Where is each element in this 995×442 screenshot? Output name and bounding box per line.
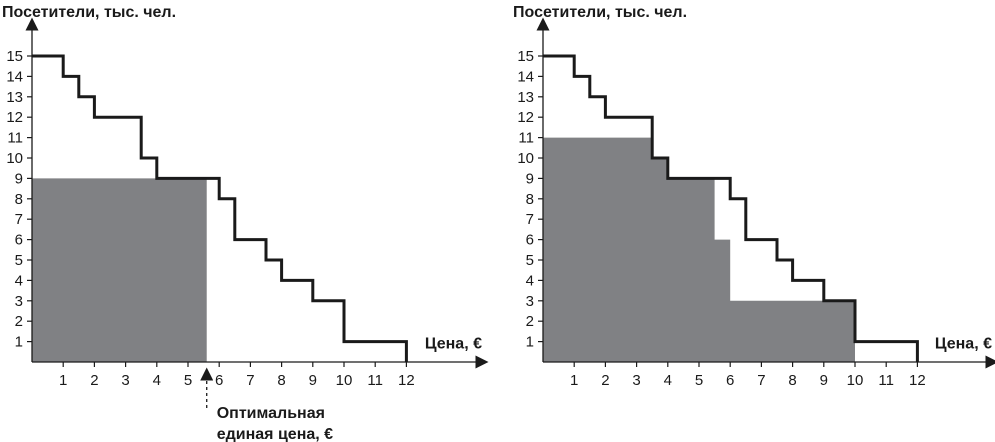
- x-tick-label: 1: [59, 372, 67, 389]
- x-tick-label: 2: [601, 372, 609, 389]
- y-tick-label: 8: [15, 191, 23, 208]
- x-tick-label: 7: [757, 372, 765, 389]
- x-tick-label: 5: [695, 372, 703, 389]
- y-tick-label: 9: [526, 170, 534, 187]
- y-tick-label: 10: [6, 150, 23, 167]
- y-tick-label: 10: [517, 150, 534, 167]
- x-tick-label: 12: [398, 372, 415, 389]
- x-tick-label: 11: [878, 372, 894, 389]
- optimal-price-label-line1: Оптимальная: [217, 405, 325, 422]
- optimal-price-label-line2: единая цена, €: [217, 426, 333, 442]
- left-x-axis-title: Цена, €: [425, 336, 482, 353]
- y-tick-label: 9: [15, 170, 23, 187]
- x-tick-label: 2: [90, 372, 98, 389]
- y-tick-label: 7: [15, 211, 23, 228]
- y-tick-label: 15: [6, 48, 23, 65]
- x-tick-label: 4: [153, 372, 161, 389]
- left-y-axis-title: Посетители, тыс. чел.: [2, 4, 176, 21]
- right-shaded-revenue-area: [543, 137, 855, 362]
- right-x-axis-title: Цена, €: [935, 336, 992, 353]
- y-tick-label: 11: [518, 130, 534, 147]
- y-tick-label: 7: [526, 211, 534, 228]
- left-shaded-revenue-area: [32, 178, 207, 362]
- y-tick-label: 12: [517, 109, 534, 126]
- right-y-axis-title: Посетители, тыс. чел.: [513, 4, 687, 21]
- y-tick-label: 5: [526, 252, 534, 269]
- y-tick-label: 1: [526, 334, 534, 351]
- x-tick-label: 8: [277, 372, 285, 389]
- y-tick-label: 8: [526, 191, 534, 208]
- x-tick-label: 11: [367, 372, 383, 389]
- y-tick-label: 3: [15, 293, 23, 310]
- x-tick-label: 7: [246, 372, 254, 389]
- y-tick-label: 14: [517, 68, 534, 85]
- x-tick-label: 9: [820, 372, 828, 389]
- x-tick-label: 3: [632, 372, 640, 389]
- left-demand-curve: [32, 54, 408, 362]
- y-tick-label: 12: [6, 109, 23, 126]
- x-tick-label: 10: [847, 372, 864, 389]
- y-tick-label: 6: [526, 232, 534, 249]
- x-tick-label: 3: [121, 372, 129, 389]
- y-tick-label: 15: [517, 48, 534, 65]
- x-tick-label: 6: [726, 372, 734, 389]
- y-tick-label: 5: [15, 252, 23, 269]
- y-tick-label: 14: [6, 68, 23, 85]
- x-tick-label: 5: [184, 372, 192, 389]
- y-tick-label: 4: [15, 272, 23, 289]
- y-tick-label: 4: [526, 272, 534, 289]
- y-tick-label: 13: [517, 89, 534, 106]
- y-tick-label: 2: [526, 313, 534, 330]
- right-demand-curve: [543, 54, 919, 362]
- y-tick-label: 1: [15, 334, 23, 351]
- x-tick-label: 12: [909, 372, 926, 389]
- x-tick-label: 9: [309, 372, 317, 389]
- y-tick-label: 11: [7, 130, 23, 147]
- x-tick-label: 8: [788, 372, 796, 389]
- x-tick-label: 10: [336, 372, 353, 389]
- x-tick-label: 1: [570, 372, 578, 389]
- y-tick-label: 2: [15, 313, 23, 330]
- y-tick-label: 3: [526, 293, 534, 310]
- y-tick-label: 13: [6, 89, 23, 106]
- x-tick-label: 6: [215, 372, 223, 389]
- y-tick-label: 6: [15, 232, 23, 249]
- x-tick-label: 4: [664, 372, 672, 389]
